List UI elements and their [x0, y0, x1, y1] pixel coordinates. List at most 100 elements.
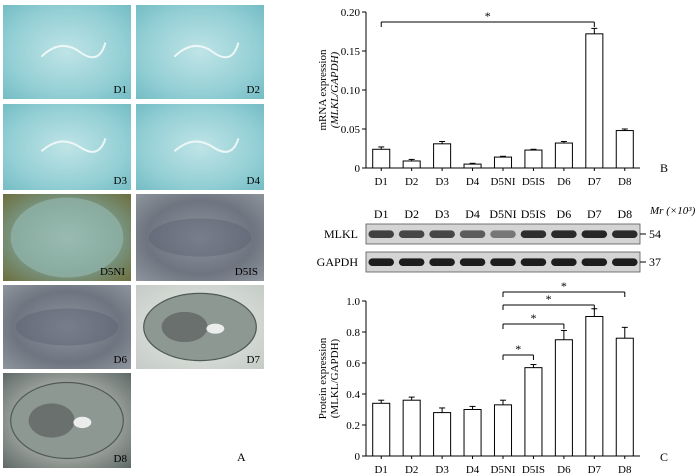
panel-c-protein-chart: 0 0.2 0.4 0.6 0.8 1.0 Protein expression (MLKL/…: [317, 279, 668, 475]
y-axis-label-sub: (MLKL/GAPDH): [329, 51, 341, 128]
panel-b-mrna-chart: 0 0.05 0.10 0.15 0.20 mRNA expression (MLKL/GA…: [317, 7, 668, 188]
x-tick-label: D5IS: [522, 176, 545, 188]
bar: [433, 143, 452, 169]
micrograph-tile: D7: [136, 285, 264, 369]
micrograph-label: D7: [247, 354, 261, 366]
bar: [493, 156, 513, 169]
y-axis-label-sub: (MLKL/GAPDH): [329, 338, 341, 418]
bar: [493, 404, 513, 457]
bar: [615, 337, 634, 457]
panel-b-label: B: [660, 161, 668, 175]
blot-row-label: GAPDH: [317, 255, 359, 269]
x-tick-label: D7: [588, 176, 602, 188]
blot-lane-label: D3: [435, 207, 450, 221]
micrograph-label: D5IS: [235, 266, 258, 278]
blot-band: [520, 230, 547, 238]
bar: [554, 142, 573, 169]
blot-band: [611, 258, 638, 266]
micrograph-image: [136, 104, 264, 190]
panel-c-label: C: [660, 450, 668, 464]
y-tick-label: 1.0: [346, 296, 360, 308]
micrograph-image: [3, 104, 131, 190]
micrograph-label: D1: [114, 84, 127, 96]
tissue-core: [28, 403, 75, 438]
significance-mark: *: [546, 292, 552, 306]
bar: [463, 409, 482, 457]
bar: [524, 367, 543, 457]
y-tick-label: 0.10: [341, 85, 361, 97]
blot-band: [490, 230, 516, 238]
micrograph-tile: D8: [3, 373, 131, 468]
blot-band: [398, 230, 425, 238]
x-tick-label: D5NI: [490, 464, 515, 475]
x-tick-label: D4: [466, 176, 480, 188]
y-tick-label: 0.6: [346, 358, 360, 370]
y-tick-label: 0.05: [341, 124, 361, 136]
y-axis-label: mRNA expression: [317, 49, 329, 130]
tissue-band: [15, 308, 119, 346]
tissue-band: [148, 218, 252, 257]
blot-band: [581, 258, 608, 266]
lumen: [73, 416, 92, 429]
micrograph-image: [136, 5, 264, 99]
blot-lane-label: D8: [617, 207, 632, 221]
blot-band: [551, 230, 577, 238]
x-tick-label: D6: [557, 464, 571, 475]
x-tick-label: D5NI: [490, 176, 515, 188]
bar: [554, 339, 573, 457]
blot-lane-label: D6: [557, 207, 572, 221]
kda-label: 37: [649, 255, 661, 269]
x-tick-label: D3: [435, 176, 449, 188]
x-tick-label: D4: [466, 464, 480, 475]
blot-band: [429, 258, 455, 266]
bar: [433, 412, 452, 457]
significance-mark: *: [530, 311, 536, 325]
micrograph-image: [3, 5, 131, 99]
lumen: [206, 323, 225, 334]
micrograph-tile: D4: [136, 104, 264, 190]
y-tick-label: 0.2: [346, 420, 360, 432]
blot-lane-label: D5NI: [489, 207, 516, 221]
blot-lane-label: D2: [404, 207, 419, 221]
micrograph-tile: D3: [3, 104, 131, 190]
blot-lane-label: D7: [587, 207, 602, 221]
micrograph-tile: D5NI: [3, 194, 131, 281]
blot-lane-label: D5IS: [521, 207, 546, 221]
y-tick-label: 0.15: [341, 46, 361, 58]
blot-band: [520, 258, 547, 266]
x-tick-label: D8: [618, 176, 632, 188]
significance-mark: *: [485, 9, 491, 23]
blot-lane-label: D4: [465, 207, 480, 221]
lumen-line: [173, 138, 240, 153]
tissue-core: [161, 311, 208, 343]
y-tick-label: 0.4: [346, 389, 360, 401]
y-tick-label: 0: [355, 451, 361, 463]
bar: [372, 402, 391, 457]
blot-band: [551, 258, 577, 266]
western-blot: D1 D2 D3 D4 D5NI D5IS D6 D7 D8 Mr (×10³) MLKL 54 GAP…: [317, 205, 696, 273]
bar: [402, 399, 421, 457]
y-axis-label: Protein expression: [317, 337, 329, 419]
bar: [402, 160, 421, 169]
x-tick-label: D1: [374, 176, 387, 188]
blot-band: [398, 258, 425, 266]
micrograph-image: [136, 194, 264, 281]
molecular-weight-label: Mr (×10³): [649, 205, 696, 217]
micrograph-tile: D1: [3, 5, 131, 99]
significance-mark: *: [561, 279, 567, 293]
lumen-line: [40, 138, 107, 153]
x-tick-label: D3: [435, 464, 449, 475]
x-tick-label: D1: [374, 464, 387, 475]
blot-band: [459, 230, 486, 238]
x-tick-label: D6: [557, 176, 571, 188]
x-tick-label: D8: [618, 464, 632, 475]
bar: [585, 316, 604, 457]
y-tick-label: 0.8: [346, 327, 360, 339]
blot-band: [368, 258, 395, 266]
x-tick-label: D2: [405, 464, 418, 475]
micrograph-tile: D6: [3, 285, 131, 369]
micrograph-label: D4: [247, 175, 261, 187]
micrograph-tile: D2: [136, 5, 264, 99]
y-tick-label: 0.20: [341, 7, 361, 19]
